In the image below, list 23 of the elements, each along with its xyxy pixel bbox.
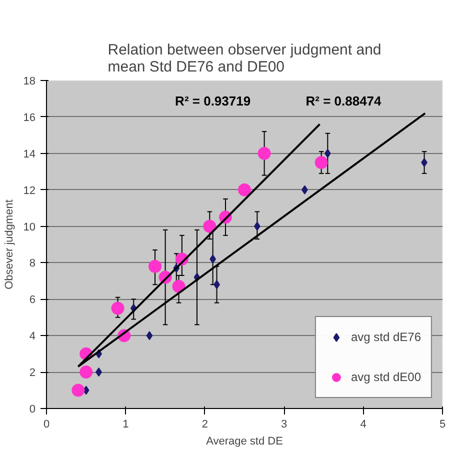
y-axis-title: Obsever judgment xyxy=(3,200,16,290)
y-tick-label: 2 xyxy=(29,367,36,380)
annotation: R² = 0.93719 xyxy=(175,93,251,108)
x-tick-label: 3 xyxy=(281,418,288,430)
legend-label: avg std dE76 xyxy=(350,330,421,344)
x-axis-title: Average std DE xyxy=(206,436,283,448)
y-tick-label: 10 xyxy=(23,221,36,234)
y-tick-label: 6 xyxy=(29,294,36,306)
y-tick-label: 16 xyxy=(23,112,36,124)
x-tick-label: 4 xyxy=(360,418,366,430)
x-tick-label: 2 xyxy=(202,418,208,430)
y-tick-label: 0 xyxy=(29,404,36,416)
y-tick-label: 18 xyxy=(23,76,36,88)
legend-label: avg std dE00 xyxy=(350,370,421,384)
annotation: R² = 0.88474 xyxy=(306,93,382,108)
y-tick-label: 4 xyxy=(29,330,36,343)
x-tick-label: 0 xyxy=(43,418,50,430)
x-tick-label: 5 xyxy=(439,418,446,430)
y-tick-label: 12 xyxy=(23,184,36,197)
x-tick-label: 1 xyxy=(122,418,129,430)
y-tick-label: 8 xyxy=(29,258,36,270)
chart-title: Relation between observer judgment and mean Std DE76 and DE00 xyxy=(108,42,382,76)
y-tick-label: 14 xyxy=(23,148,36,160)
